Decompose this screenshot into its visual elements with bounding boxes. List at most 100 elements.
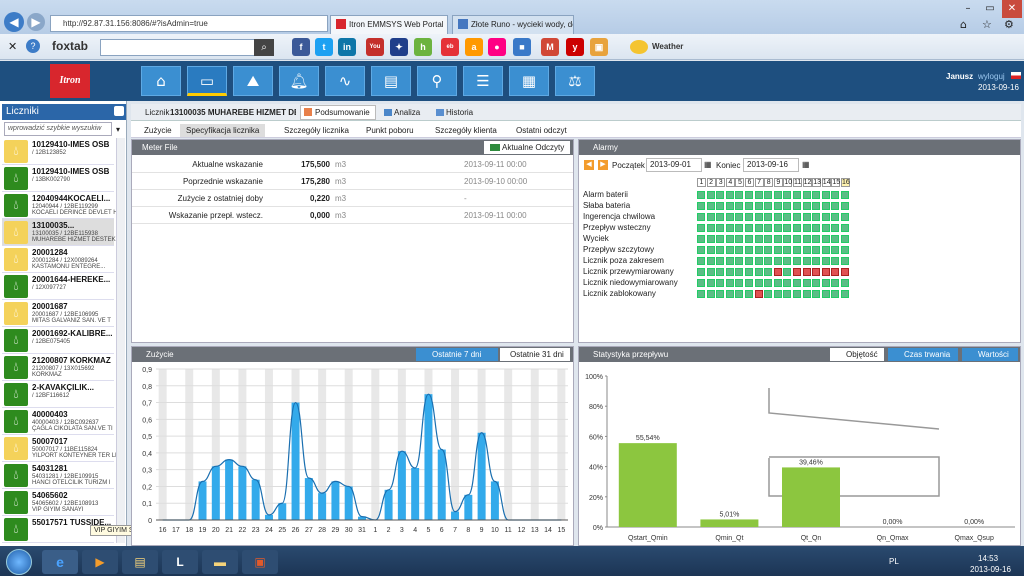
alarm-cell[interactable] xyxy=(716,202,725,210)
alarm-cell[interactable] xyxy=(706,290,715,298)
alarm-cell[interactable] xyxy=(841,235,849,243)
alarm-cell[interactable] xyxy=(764,213,773,221)
alarm-cell[interactable] xyxy=(735,290,744,298)
collapse-icon[interactable] xyxy=(114,106,124,116)
foxtab-search-input[interactable] xyxy=(100,39,274,56)
search-dropdown-icon[interactable]: ▾ xyxy=(116,125,121,134)
subtab-zuzycie[interactable]: Zużycie xyxy=(144,126,172,135)
alarm-cell[interactable] xyxy=(716,268,725,276)
alarm-cell[interactable] xyxy=(716,290,725,298)
alarm-cell[interactable] xyxy=(831,213,840,221)
alarm-cell[interactable] xyxy=(831,290,840,298)
alarm-cell[interactable] xyxy=(716,279,725,287)
alarm-cell[interactable] xyxy=(783,279,792,287)
tab-historia[interactable]: Historia xyxy=(446,108,474,117)
alarm-cell[interactable] xyxy=(793,213,801,221)
alarm-cell[interactable] xyxy=(821,257,830,265)
alarm-cell[interactable] xyxy=(697,235,705,243)
alarm-cell[interactable] xyxy=(725,202,734,210)
polish-flag-icon[interactable] xyxy=(1011,72,1021,79)
explorer-icon[interactable]: ▤ xyxy=(122,550,158,574)
alarm-cell[interactable] xyxy=(783,246,792,254)
czas-trwania-button[interactable]: Czas trwania xyxy=(888,348,958,361)
list-item[interactable]: 💧︎ 54065602 54065602 / 12BE108913 VIP GIYIM… xyxy=(2,489,114,516)
home-icon[interactable]: ⌂ xyxy=(141,66,181,96)
alarm-cell[interactable] xyxy=(754,224,763,232)
alarm-cell[interactable] xyxy=(812,290,821,298)
alarm-cell[interactable] xyxy=(697,257,705,265)
alarm-cell[interactable] xyxy=(773,202,782,210)
cards-icon[interactable]: ▤ xyxy=(371,66,411,96)
alarm-cell[interactable] xyxy=(706,202,715,210)
alarm-cell[interactable] xyxy=(706,246,715,254)
alarm-cell[interactable] xyxy=(773,191,782,199)
alarm-cell[interactable] xyxy=(821,235,830,243)
alarm-cell[interactable] xyxy=(802,268,811,276)
subtab-ostatni-odczyt[interactable]: Ostatni odczyt xyxy=(516,126,567,135)
alarm-cell[interactable] xyxy=(783,213,792,221)
gmail-icon[interactable]: M xyxy=(541,38,559,56)
alarm-cell[interactable] xyxy=(773,235,782,243)
alarm-cell[interactable] xyxy=(821,224,830,232)
alarm-cell[interactable] xyxy=(821,191,830,199)
alarm-cell[interactable] xyxy=(697,290,705,298)
subtab-specyfikacja[interactable]: Specyfikacja licznika xyxy=(180,124,266,137)
close-icon[interactable]: ✕ xyxy=(1002,0,1022,18)
navigator-icon[interactable]: ✦ xyxy=(390,38,408,56)
list-item[interactable]: 💧︎ 20001284 20001284 / 12X0089264 KASTAMONU… xyxy=(2,246,114,273)
alarm-cell[interactable] xyxy=(773,279,782,287)
subtab-szczegoly-licznika[interactable]: Szczegóły licznika xyxy=(284,126,349,135)
clock-time[interactable]: 14:53 xyxy=(978,554,999,563)
alarm-cell[interactable] xyxy=(812,257,821,265)
alarm-cell[interactable] xyxy=(725,257,734,265)
alarm-cell[interactable] xyxy=(831,268,840,276)
alarm-cell[interactable] xyxy=(745,268,753,276)
forward-icon[interactable]: ▶ xyxy=(27,13,45,31)
alarm-cell[interactable] xyxy=(821,246,830,254)
alarm-cell[interactable] xyxy=(831,235,840,243)
maximize-icon[interactable]: ▭ xyxy=(985,3,995,14)
alarm-cell[interactable] xyxy=(745,257,753,265)
alarm-cell[interactable] xyxy=(802,224,811,232)
scales-icon[interactable]: ⚖ xyxy=(555,66,595,96)
alarm-cell[interactable] xyxy=(697,213,705,221)
alarm-cell[interactable] xyxy=(773,224,782,232)
alarm-cell[interactable] xyxy=(725,235,734,243)
alarm-cell[interactable] xyxy=(735,279,744,287)
alarm-cell[interactable] xyxy=(802,191,811,199)
alarm-cell[interactable] xyxy=(725,213,734,221)
alarm-cell[interactable] xyxy=(783,268,792,276)
pulse-icon[interactable]: ∿ xyxy=(325,66,365,96)
alarm-cell[interactable] xyxy=(745,213,753,221)
end-date-input[interactable]: 2013-09-16 xyxy=(743,158,799,172)
ebay-icon[interactable]: eb xyxy=(441,38,459,56)
alarm-cell[interactable] xyxy=(735,213,744,221)
alarm-cell[interactable] xyxy=(706,224,715,232)
settings-gear-icon[interactable]: ⚙ xyxy=(1004,18,1014,31)
ie-taskbar-icon[interactable]: e xyxy=(42,550,78,574)
h-icon[interactable]: h xyxy=(414,38,432,56)
tab-zlote-runo[interactable]: Złote Runo - wycieki wody, det... xyxy=(452,15,574,34)
aktualne-odczyty-button[interactable]: Aktualne Odczyty xyxy=(484,141,570,154)
alarm-cell[interactable] xyxy=(821,213,830,221)
alarm-cell[interactable] xyxy=(697,246,705,254)
delicious-icon[interactable]: ■ xyxy=(513,38,531,56)
alarm-cell[interactable] xyxy=(841,213,849,221)
logout-link[interactable]: wyloguj xyxy=(978,72,1005,81)
list-item[interactable]: 💧︎ 55017571 TUSSIDE... xyxy=(2,516,114,543)
alarm-cell[interactable] xyxy=(697,224,705,232)
alarm-cell[interactable] xyxy=(735,235,744,243)
language-indicator[interactable]: PL xyxy=(889,557,899,566)
alarm-cell[interactable] xyxy=(764,224,773,232)
weather-label[interactable]: Weather xyxy=(652,42,684,51)
alarm-cell[interactable] xyxy=(764,257,773,265)
alarm-cell[interactable] xyxy=(716,246,725,254)
alarm-cell[interactable] xyxy=(812,224,821,232)
list-item[interactable]: 💧︎ 20001692-KALIBRE.../ 12BE075405 xyxy=(2,327,114,354)
alarm-cell[interactable] xyxy=(754,235,763,243)
list-item[interactable]: 💧︎ 50007017 50007017 / 11BE115824 YILPORT K… xyxy=(2,435,117,462)
alarm-cell[interactable] xyxy=(716,224,725,232)
alarm-cell[interactable] xyxy=(764,191,773,199)
alarm-cell[interactable] xyxy=(821,279,830,287)
last-31-days-button[interactable]: Ostatnie 31 dni xyxy=(500,348,570,361)
